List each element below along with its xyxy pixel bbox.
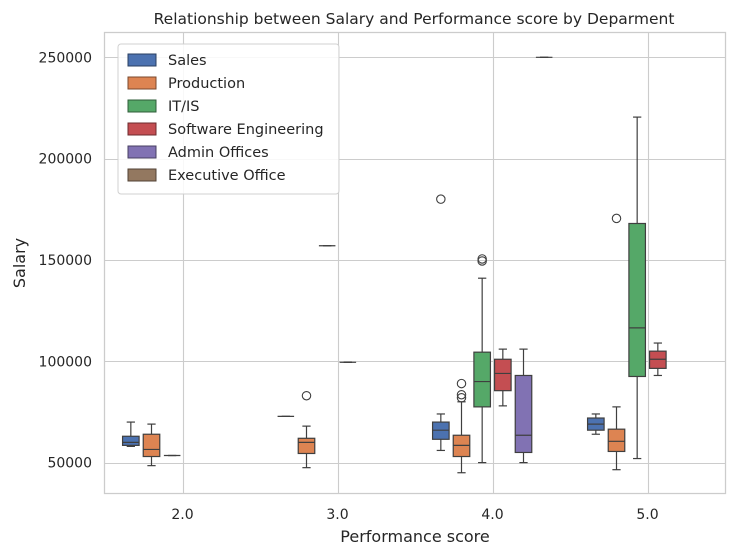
box-sales-5.0 (586, 413, 605, 435)
box-production-3.0 (297, 390, 316, 469)
legend-swatch (127, 122, 157, 136)
outlier-point (436, 194, 446, 204)
legend-swatch (127, 76, 157, 90)
box-production-4.0 (452, 378, 471, 474)
box-iqr (121, 435, 140, 446)
box-software-engineering-4.0 (493, 348, 512, 407)
outlier-point (456, 393, 467, 403)
box-production-5.0 (607, 213, 626, 471)
legend-swatch (127, 99, 157, 113)
outlier-point (477, 254, 487, 264)
y-axis-label: Salary (10, 238, 29, 288)
x-tick-label: 2.0 (171, 507, 193, 523)
box-production-2.0 (142, 423, 161, 467)
box-iqr (514, 374, 533, 454)
plot-frame (103, 31, 727, 495)
outlier-point (456, 389, 467, 400)
legend-entry: Sales (168, 53, 207, 69)
legend-entry: Executive Office (168, 168, 286, 184)
plot-boxes (121, 56, 667, 474)
box-iqr (607, 428, 626, 453)
outlier-point (456, 378, 467, 389)
legend-entry: IT/IS (168, 99, 200, 115)
legend-frame (117, 43, 340, 195)
y-tick-label: 150000 (39, 253, 92, 269)
box-sales-4.0 (431, 194, 450, 452)
outlier-point (611, 213, 622, 224)
box-it-is-4.0 (473, 254, 492, 464)
legend-swatch (127, 145, 157, 159)
box-iqr (493, 358, 512, 392)
x-tick-label: 5.0 (636, 507, 658, 523)
x-tick-labels: 2.0 3.0 4.0 5.0 (171, 507, 658, 523)
legend-entry: Software Engineering (168, 122, 324, 138)
box-iqr (473, 351, 492, 408)
outlier-point (301, 390, 312, 401)
box-iqr (297, 437, 316, 455)
box-iqr (142, 433, 161, 458)
box-iqr (628, 222, 647, 378)
box-it-is-5.0 (628, 116, 647, 460)
x-axis-label: Performance score (340, 527, 489, 546)
legend-swatch (127, 53, 157, 67)
y-tick-label: 250000 (39, 50, 92, 66)
box-admin-offices-4.0 (514, 348, 533, 464)
legend-swatch (127, 168, 157, 182)
y-tick-label: 50000 (47, 456, 92, 472)
legend-entry: Production (168, 76, 245, 92)
y-tick-label: 100000 (39, 354, 92, 370)
chart-title: Relationship between Salary and Performa… (154, 10, 675, 28)
legend-entry: Admin Offices (168, 145, 269, 161)
legend: Sales Production IT/IS Software Engineering… (117, 43, 340, 195)
y-tick-labels: 50000 100000 150000 200000 250000 (39, 50, 92, 471)
x-tick-label: 3.0 (326, 507, 348, 523)
box-sales-2.0 (121, 421, 140, 447)
box-software-engineering-5.0 (648, 342, 667, 377)
x-tick-label: 4.0 (481, 507, 503, 523)
y-tick-label: 200000 (39, 152, 92, 168)
